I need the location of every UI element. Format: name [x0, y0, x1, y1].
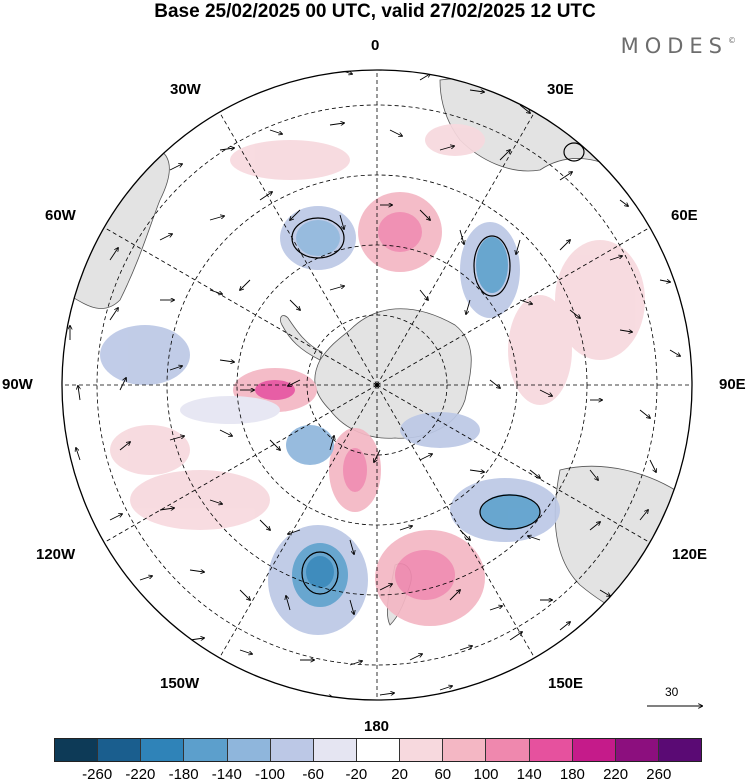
- positive-anomaly: [555, 240, 645, 360]
- positive-anomaly: [395, 550, 455, 600]
- polar-map: [61, 69, 750, 735]
- positive-anomaly: [425, 124, 485, 156]
- colorbar-segment: [140, 739, 184, 761]
- colorbar-tick-label: 260: [646, 766, 672, 783]
- colorbar-tick-label: 180: [559, 766, 585, 783]
- label-lon-0: 0: [371, 37, 380, 54]
- positive-anomaly: [378, 212, 422, 252]
- positive-anomaly: [230, 140, 350, 180]
- colorbar-segment: [355, 739, 400, 761]
- positive-anomaly: [255, 380, 295, 400]
- page-title: Base 25/02/2025 00 UTC, valid 27/02/2025…: [154, 1, 596, 22]
- positive-anomaly: [130, 470, 270, 530]
- label-lon-120e: 120E: [672, 546, 708, 563]
- negative-anomaly: [480, 494, 540, 530]
- colorbar-tick-label: 100: [473, 766, 499, 783]
- positive-anomaly: [508, 295, 572, 405]
- colorbar-tick-label: -220: [125, 766, 156, 783]
- south-pole-marker: [375, 383, 379, 387]
- colorbar-segment: [485, 739, 529, 761]
- colorbar-tick-label: -260: [82, 766, 113, 783]
- colorbar-tick-label: -180: [168, 766, 199, 783]
- label-lon-150w: 150W: [160, 675, 200, 692]
- negative-anomaly: [180, 396, 280, 424]
- colorbar-tick-label: 140: [516, 766, 542, 783]
- positive-anomaly: [343, 448, 367, 492]
- colorbar-segment: [269, 739, 313, 761]
- negative-anomaly: [306, 556, 334, 588]
- label-lon-90e: 90E: [719, 376, 746, 393]
- colorbar-tick-label: 20: [391, 766, 408, 783]
- anomaly-field: [100, 124, 645, 635]
- map-boundary: [61, 69, 693, 701]
- positive-anomaly: [110, 425, 190, 475]
- colorbar: [54, 738, 702, 762]
- colorbar-segment: [55, 739, 98, 761]
- negative-anomaly: [476, 237, 508, 293]
- antarctic-peninsula: [280, 315, 323, 361]
- colorbar-segment: [442, 739, 486, 761]
- colorbar-ticks: -260 -220 -180 -140 -100 -60 -20 20 60 100 140 180 2…: [0, 766, 750, 784]
- colorbar-tick-label: -100: [254, 766, 286, 783]
- negative-anomaly: [400, 412, 480, 448]
- label-lon-150e: 150E: [548, 675, 584, 692]
- negative-anomaly: [296, 220, 340, 256]
- colorbar-segment: [657, 739, 702, 761]
- label-lon-180: 180: [364, 718, 390, 735]
- colorbar-segment: [571, 739, 615, 761]
- colorbar-segment: [226, 739, 270, 761]
- colorbar-tick-label: 60: [434, 766, 452, 783]
- colorbar-tick-label: 220: [603, 766, 629, 783]
- colorbar-tick-label: -140: [211, 766, 242, 783]
- label-lon-90w: 90W: [2, 376, 33, 393]
- label-lon-30w: 30W: [170, 81, 201, 98]
- colorbar-segment: [614, 739, 658, 761]
- label-lon-60e: 60E: [671, 207, 698, 224]
- colorbar-segment: [399, 739, 443, 761]
- colorbar-segment: [528, 739, 572, 761]
- negative-anomaly: [100, 325, 190, 385]
- label-lon-120w: 120W: [36, 546, 76, 563]
- colorbar-segment: [97, 739, 141, 761]
- label-lon-60w: 60W: [45, 207, 76, 224]
- brand-logo: MODES©: [621, 34, 736, 58]
- colorbar-tick-label: -60: [302, 766, 325, 783]
- label-lon-30e: 30E: [547, 81, 574, 98]
- anomaly-contours: [291, 142, 585, 595]
- brand-name: MODES: [620, 34, 728, 58]
- copyright-mark: ©: [728, 36, 736, 45]
- reference-vector-label: 30: [665, 685, 679, 699]
- negative-anomaly: [286, 425, 334, 465]
- colorbar-segment: [312, 739, 356, 761]
- graticule: [62, 70, 692, 700]
- colorbar-tick-label: -20: [345, 766, 368, 783]
- colorbar-segment: [183, 739, 227, 761]
